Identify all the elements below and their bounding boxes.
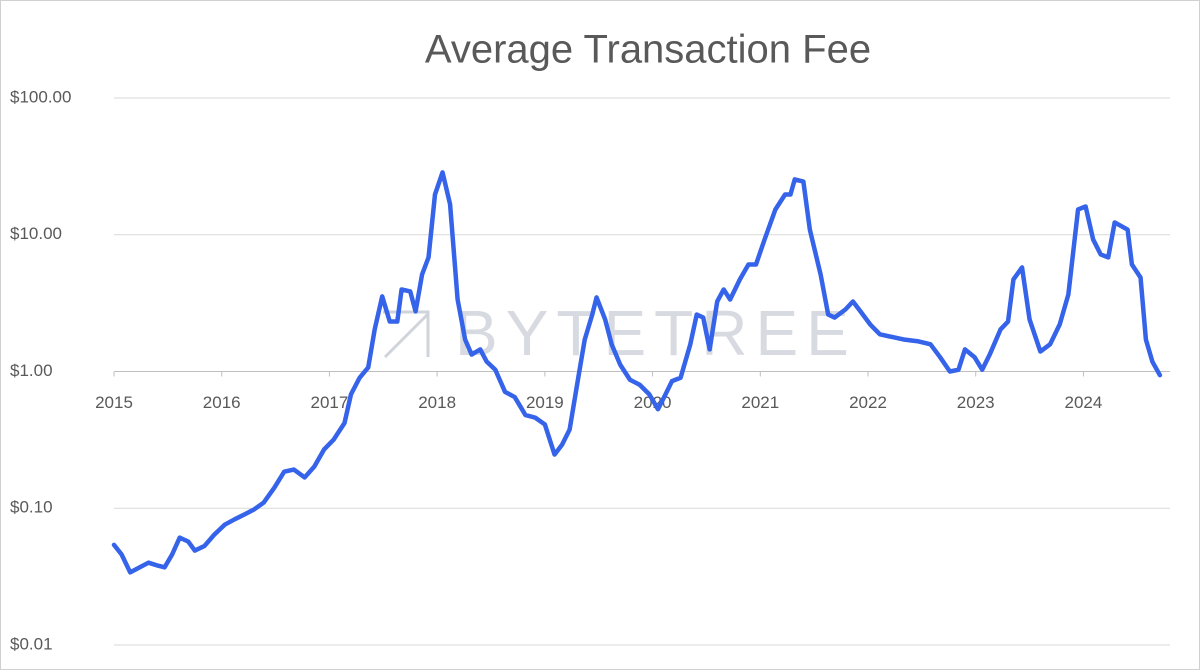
x-tick-label: 2024 bbox=[1065, 393, 1103, 412]
x-tick-label: 2023 bbox=[957, 393, 995, 412]
watermark-icon-arrow bbox=[383, 312, 430, 359]
chart-title: Average Transaction Fee bbox=[425, 28, 871, 72]
y-tick-label: $100.00 bbox=[10, 87, 71, 106]
y-tick-label: $10.00 bbox=[10, 224, 62, 243]
watermark: BYTETREE bbox=[455, 297, 857, 369]
x-tick-label: 2015 bbox=[95, 393, 133, 412]
x-tick-label: 2022 bbox=[849, 393, 887, 412]
x-tick-label: 2019 bbox=[526, 393, 564, 412]
x-tick-label: 2021 bbox=[741, 393, 779, 412]
y-tick-label: $0.10 bbox=[10, 498, 53, 517]
x-tick-label: 2018 bbox=[418, 393, 456, 412]
data-line bbox=[111, 170, 1163, 575]
y-tick-label: $1.00 bbox=[10, 361, 53, 380]
y-tick-label: $0.01 bbox=[10, 634, 53, 653]
x-tick-label: 2016 bbox=[203, 393, 241, 412]
x-tick-label: 2017 bbox=[311, 393, 349, 412]
